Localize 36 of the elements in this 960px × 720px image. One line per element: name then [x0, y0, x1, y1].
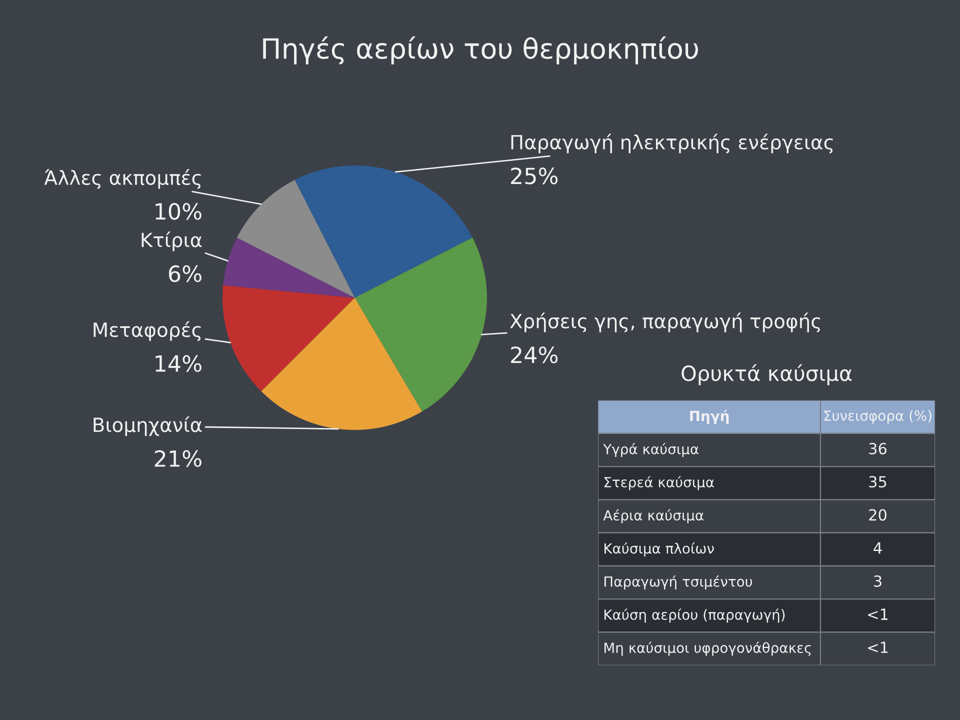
pie-slice — [236, 180, 355, 298]
text: Ορυκτά καύσιμα — [682, 364, 852, 386]
slice-label: Μεταφορές — [94, 321, 201, 341]
slice-label: Χρήσεις γης, παραγωγή τροφής — [510, 312, 820, 332]
data-label: 14% — [156, 355, 202, 372]
category-label: Παραγωγή τσιμέντου — [604, 575, 752, 590]
slice-label: Παραγωγή ηλεκτρικής ενέργειας — [511, 134, 833, 154]
data-label: 25% — [511, 168, 558, 184]
slice-label: Κτίρια — [142, 231, 202, 252]
pie-slice — [261, 298, 422, 430]
text: 3 — [874, 575, 882, 587]
pie-slice — [222, 285, 355, 392]
category-label: Αέρια καύσιμα — [603, 509, 704, 524]
text: 36 — [869, 442, 887, 454]
data-label: 24% — [511, 346, 558, 364]
pie-slice — [294, 166, 473, 298]
category-label: Στερεά καύσιμα — [604, 476, 714, 490]
category-label: Μη καύσιμοι υφρογονάθρακες — [604, 642, 811, 656]
data-label: 6% — [168, 265, 202, 282]
category-label: Υγρά καύσιμα — [603, 443, 698, 457]
text: <1 — [868, 608, 888, 620]
text: <1 — [868, 642, 888, 653]
text: 20 — [869, 509, 886, 521]
slice-label: Άλλες ακπομπές — [44, 169, 201, 189]
category-label: Καύση αερίου (παραγωγή) — [604, 608, 785, 623]
data-label: 10% — [156, 203, 202, 220]
slice-label: Βιομηχανία — [94, 416, 202, 436]
chart-title: Πηγές αερίων του θερμοκηπίου — [263, 36, 698, 64]
category-label: Καύσιμα πλοίων — [604, 542, 714, 556]
pie-slice — [223, 238, 355, 298]
text: 35 — [869, 476, 886, 488]
text: 4 — [874, 542, 882, 554]
text: Συνεισφορα (%) — [824, 410, 932, 424]
text: Πηγή — [690, 410, 729, 424]
pie-slice — [354, 238, 487, 412]
data-label: 21% — [154, 450, 202, 467]
